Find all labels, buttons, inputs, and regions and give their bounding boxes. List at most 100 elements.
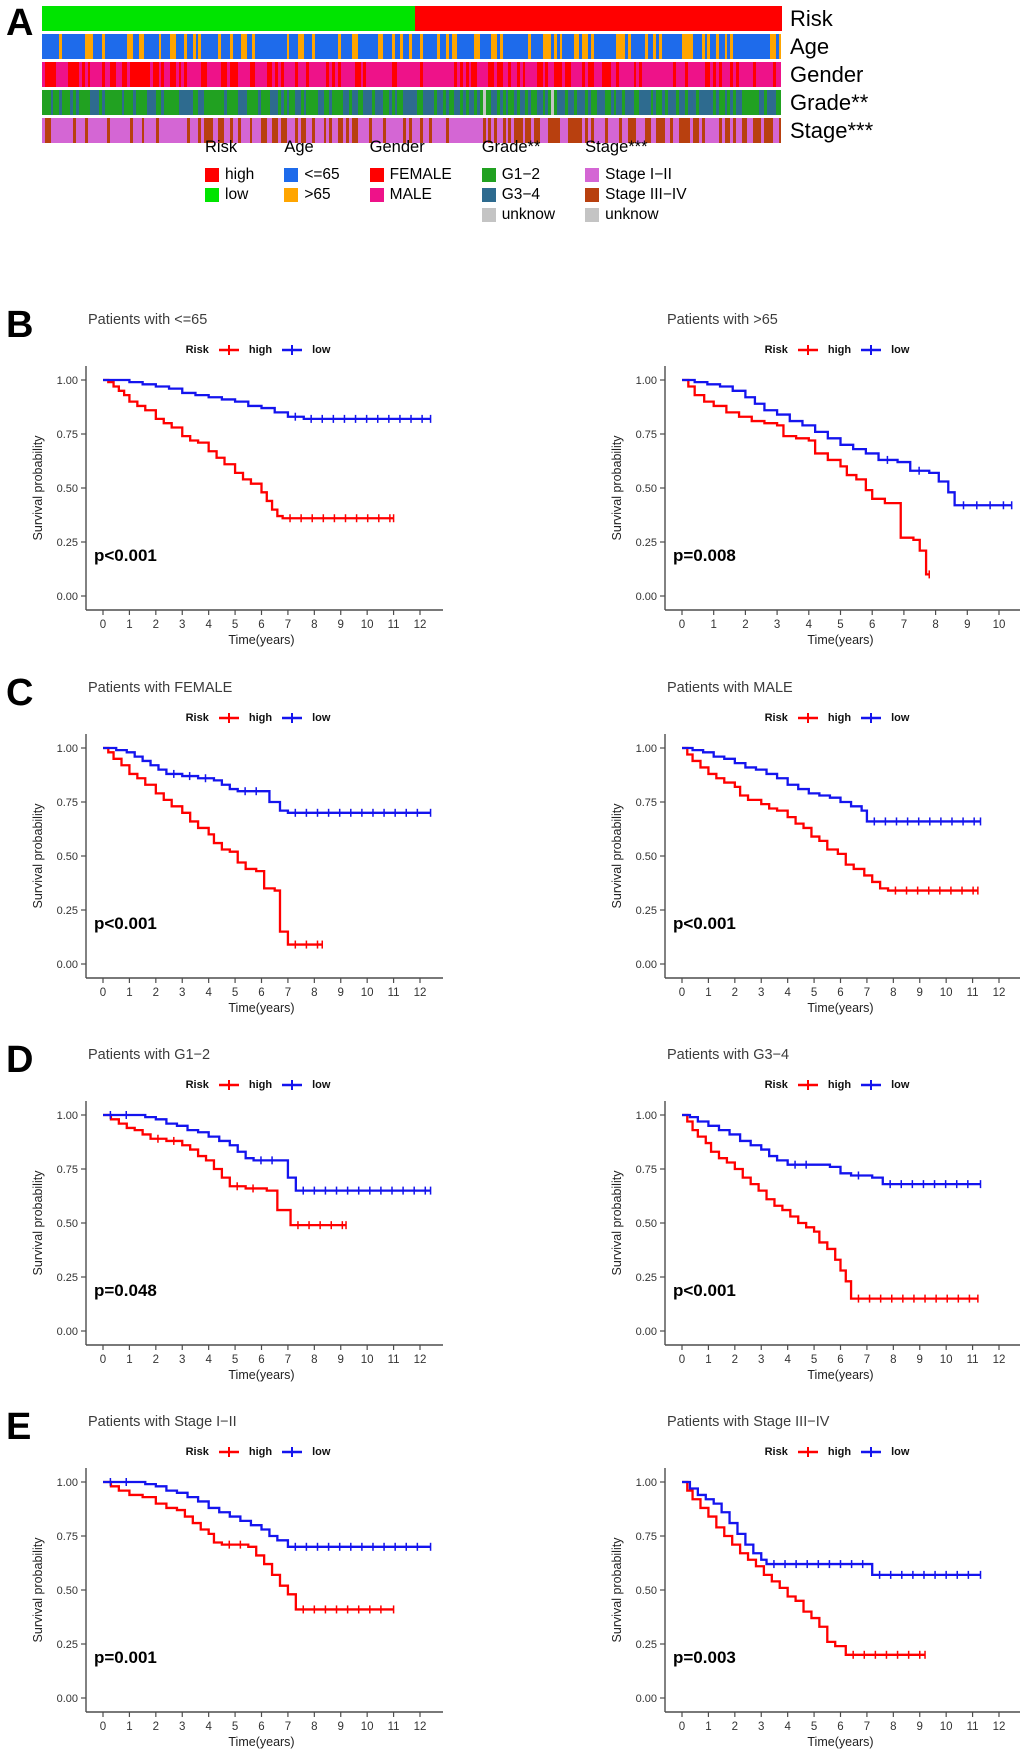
track-cell xyxy=(710,118,714,143)
km-curve-high xyxy=(682,1480,926,1656)
track-cell xyxy=(775,118,779,143)
track-cell xyxy=(90,34,94,59)
track-cell xyxy=(135,62,139,87)
track-cell xyxy=(752,34,756,59)
track-cell xyxy=(497,62,500,87)
x-tick-label: 8 xyxy=(890,1354,896,1366)
x-tick-label: 4 xyxy=(806,619,813,631)
y-tick-label: 0.50 xyxy=(57,851,78,863)
km-legend-marker-high xyxy=(218,1080,239,1090)
track-risk xyxy=(42,6,782,31)
track-cell xyxy=(679,34,682,59)
legend-item: G1−2 xyxy=(481,165,555,185)
x-tick-label: 6 xyxy=(869,619,875,631)
x-tick-label: 12 xyxy=(414,1721,427,1733)
km-chart-svg: 0.000.250.500.751.000 1 2 3 4 5 6 7 8 9 10 11 12Surv… xyxy=(31,734,443,1015)
track-cell xyxy=(81,34,85,59)
track-cell xyxy=(357,118,361,143)
track-cell xyxy=(326,118,330,143)
track-cell xyxy=(715,62,719,87)
track-cell xyxy=(568,34,571,59)
legend-swatch xyxy=(585,208,600,222)
track-cell xyxy=(482,90,486,115)
track-cell xyxy=(175,62,179,87)
track-cell xyxy=(212,90,216,115)
track-cell xyxy=(206,62,210,87)
track-cell xyxy=(417,118,421,143)
track-cell xyxy=(369,118,372,143)
track-cell xyxy=(778,90,782,115)
y-tick-label: 0.25 xyxy=(57,537,78,549)
track-cell xyxy=(650,34,654,59)
track-cell xyxy=(696,34,699,59)
track-cell xyxy=(280,34,284,59)
track-cell xyxy=(528,34,532,59)
km-chart-svg: 0.000.250.500.751.000 1 2 3 4 5 6 7 8 9 10 11 12Surv… xyxy=(31,1101,443,1382)
track-cell xyxy=(468,62,472,87)
track-cell xyxy=(764,90,768,115)
track-cell xyxy=(525,90,529,115)
track-cell xyxy=(562,62,566,87)
track-cell xyxy=(300,34,304,59)
track-cell xyxy=(542,34,546,59)
track-cell xyxy=(437,90,441,115)
track-cell xyxy=(619,90,623,115)
track-cell xyxy=(679,62,682,87)
track-cell xyxy=(528,62,532,87)
track-cell xyxy=(349,90,352,115)
km-chart-svg: 0.000.250.500.751.000 1 2 3 4 5 6 7 8 9 10 11 12Surv… xyxy=(610,1468,1020,1749)
track-cell xyxy=(548,118,552,143)
track-cell xyxy=(147,118,151,143)
x-axis-label: Time(years) xyxy=(807,1368,873,1382)
track-cell xyxy=(690,62,694,87)
track-cell xyxy=(605,62,608,87)
track-cell xyxy=(155,118,159,143)
track-cell xyxy=(701,118,705,143)
km-curve-low xyxy=(103,378,431,421)
x-tick-label: 5 xyxy=(232,1354,238,1366)
track-cell xyxy=(613,90,617,115)
km-panel-B: B Patients with <=65 Risk high low 0.00 0.25 0.… xyxy=(0,300,1020,652)
track-cell xyxy=(553,118,557,143)
x-tick-label: 9 xyxy=(338,987,344,999)
track-cell xyxy=(605,34,608,59)
track-cell xyxy=(667,34,671,59)
track-cell xyxy=(718,34,722,59)
x-tick-label: 0 xyxy=(100,1354,106,1366)
track-cell xyxy=(570,34,574,59)
track-cell xyxy=(67,62,71,87)
track-cell xyxy=(346,62,350,87)
track-cell xyxy=(133,62,136,87)
x-tick-label: 12 xyxy=(993,1354,1006,1366)
track-cell xyxy=(320,90,324,115)
x-tick-label: 7 xyxy=(285,1354,291,1366)
track-cell xyxy=(642,118,645,143)
km-legend-marker-high xyxy=(218,713,239,723)
track-cell xyxy=(246,90,250,115)
track-cell xyxy=(408,34,412,59)
track-cell xyxy=(78,34,82,59)
track-cell xyxy=(428,118,432,143)
track-cell xyxy=(721,90,725,115)
track-cell xyxy=(599,118,603,143)
track-cell xyxy=(619,62,623,87)
track-cell xyxy=(221,90,224,115)
track-cell xyxy=(633,62,637,87)
track-cell xyxy=(653,34,657,59)
y-axis-label: Survival probability xyxy=(31,803,45,909)
y-tick-label: 0.25 xyxy=(57,1272,78,1284)
track-cell xyxy=(477,62,480,87)
track-cell xyxy=(485,118,489,143)
track-cell xyxy=(349,62,352,87)
track-cell xyxy=(107,34,111,59)
track-cell xyxy=(468,34,472,59)
track-cell xyxy=(232,90,236,115)
track-cell xyxy=(73,118,77,143)
track-cell xyxy=(241,90,244,115)
track-cell xyxy=(542,62,546,87)
track-cell xyxy=(528,90,532,115)
track-cell xyxy=(312,62,315,87)
track-cell xyxy=(442,90,446,115)
track-cell xyxy=(275,62,279,87)
track-label-grade: Grade** xyxy=(790,90,869,115)
